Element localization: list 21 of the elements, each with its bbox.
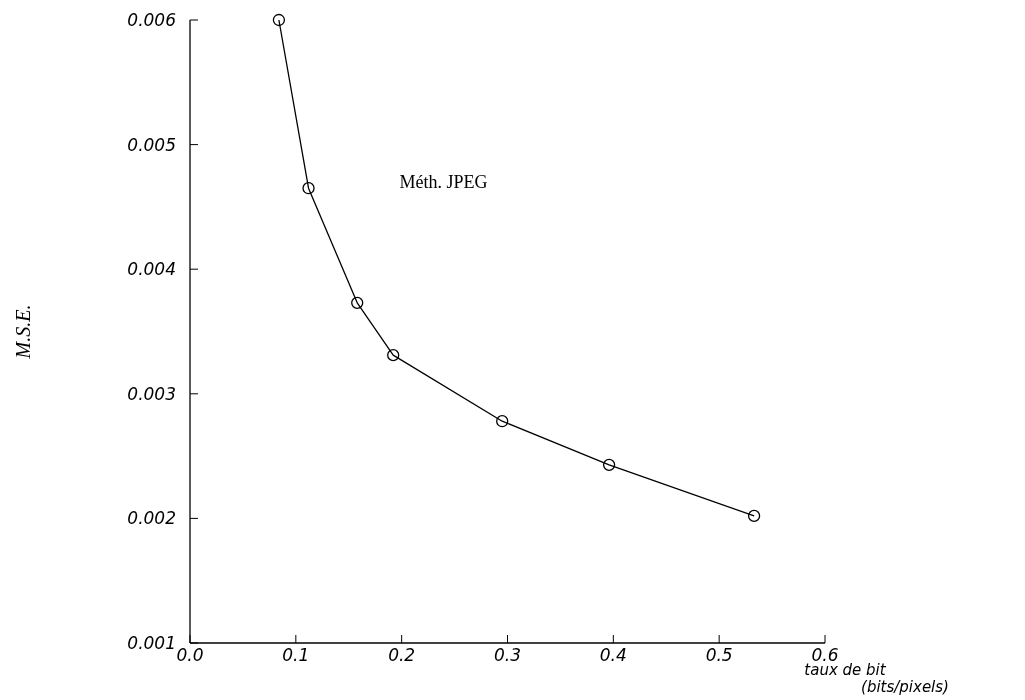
x-tick-label: 0.1 xyxy=(282,645,310,665)
y-tick-label: 0.006 xyxy=(127,9,177,30)
x-tick-label: 0.3 xyxy=(493,645,522,665)
y-tick-label: 0.001 xyxy=(127,632,176,653)
point xyxy=(351,296,364,309)
x-tick-label: 0.4 xyxy=(599,645,627,665)
point xyxy=(602,458,616,471)
y-tick-label: 0.003 xyxy=(127,383,176,404)
point xyxy=(496,415,509,428)
y-tick-label: 0.005 xyxy=(127,134,176,155)
x-tick-label: 0.5 xyxy=(705,645,733,665)
x-tick-label: 0.2 xyxy=(388,645,416,665)
y-axis-title: M.S.E. xyxy=(12,304,34,360)
point xyxy=(302,182,315,195)
y-tick-label: 0.002 xyxy=(127,508,176,529)
point xyxy=(747,509,761,523)
y-tick-label: 0.004 xyxy=(127,259,176,280)
annotation: Méth. JPEG xyxy=(399,172,488,193)
point xyxy=(272,13,286,27)
point xyxy=(387,349,400,362)
x-tick-label: 0.0 xyxy=(176,645,204,665)
